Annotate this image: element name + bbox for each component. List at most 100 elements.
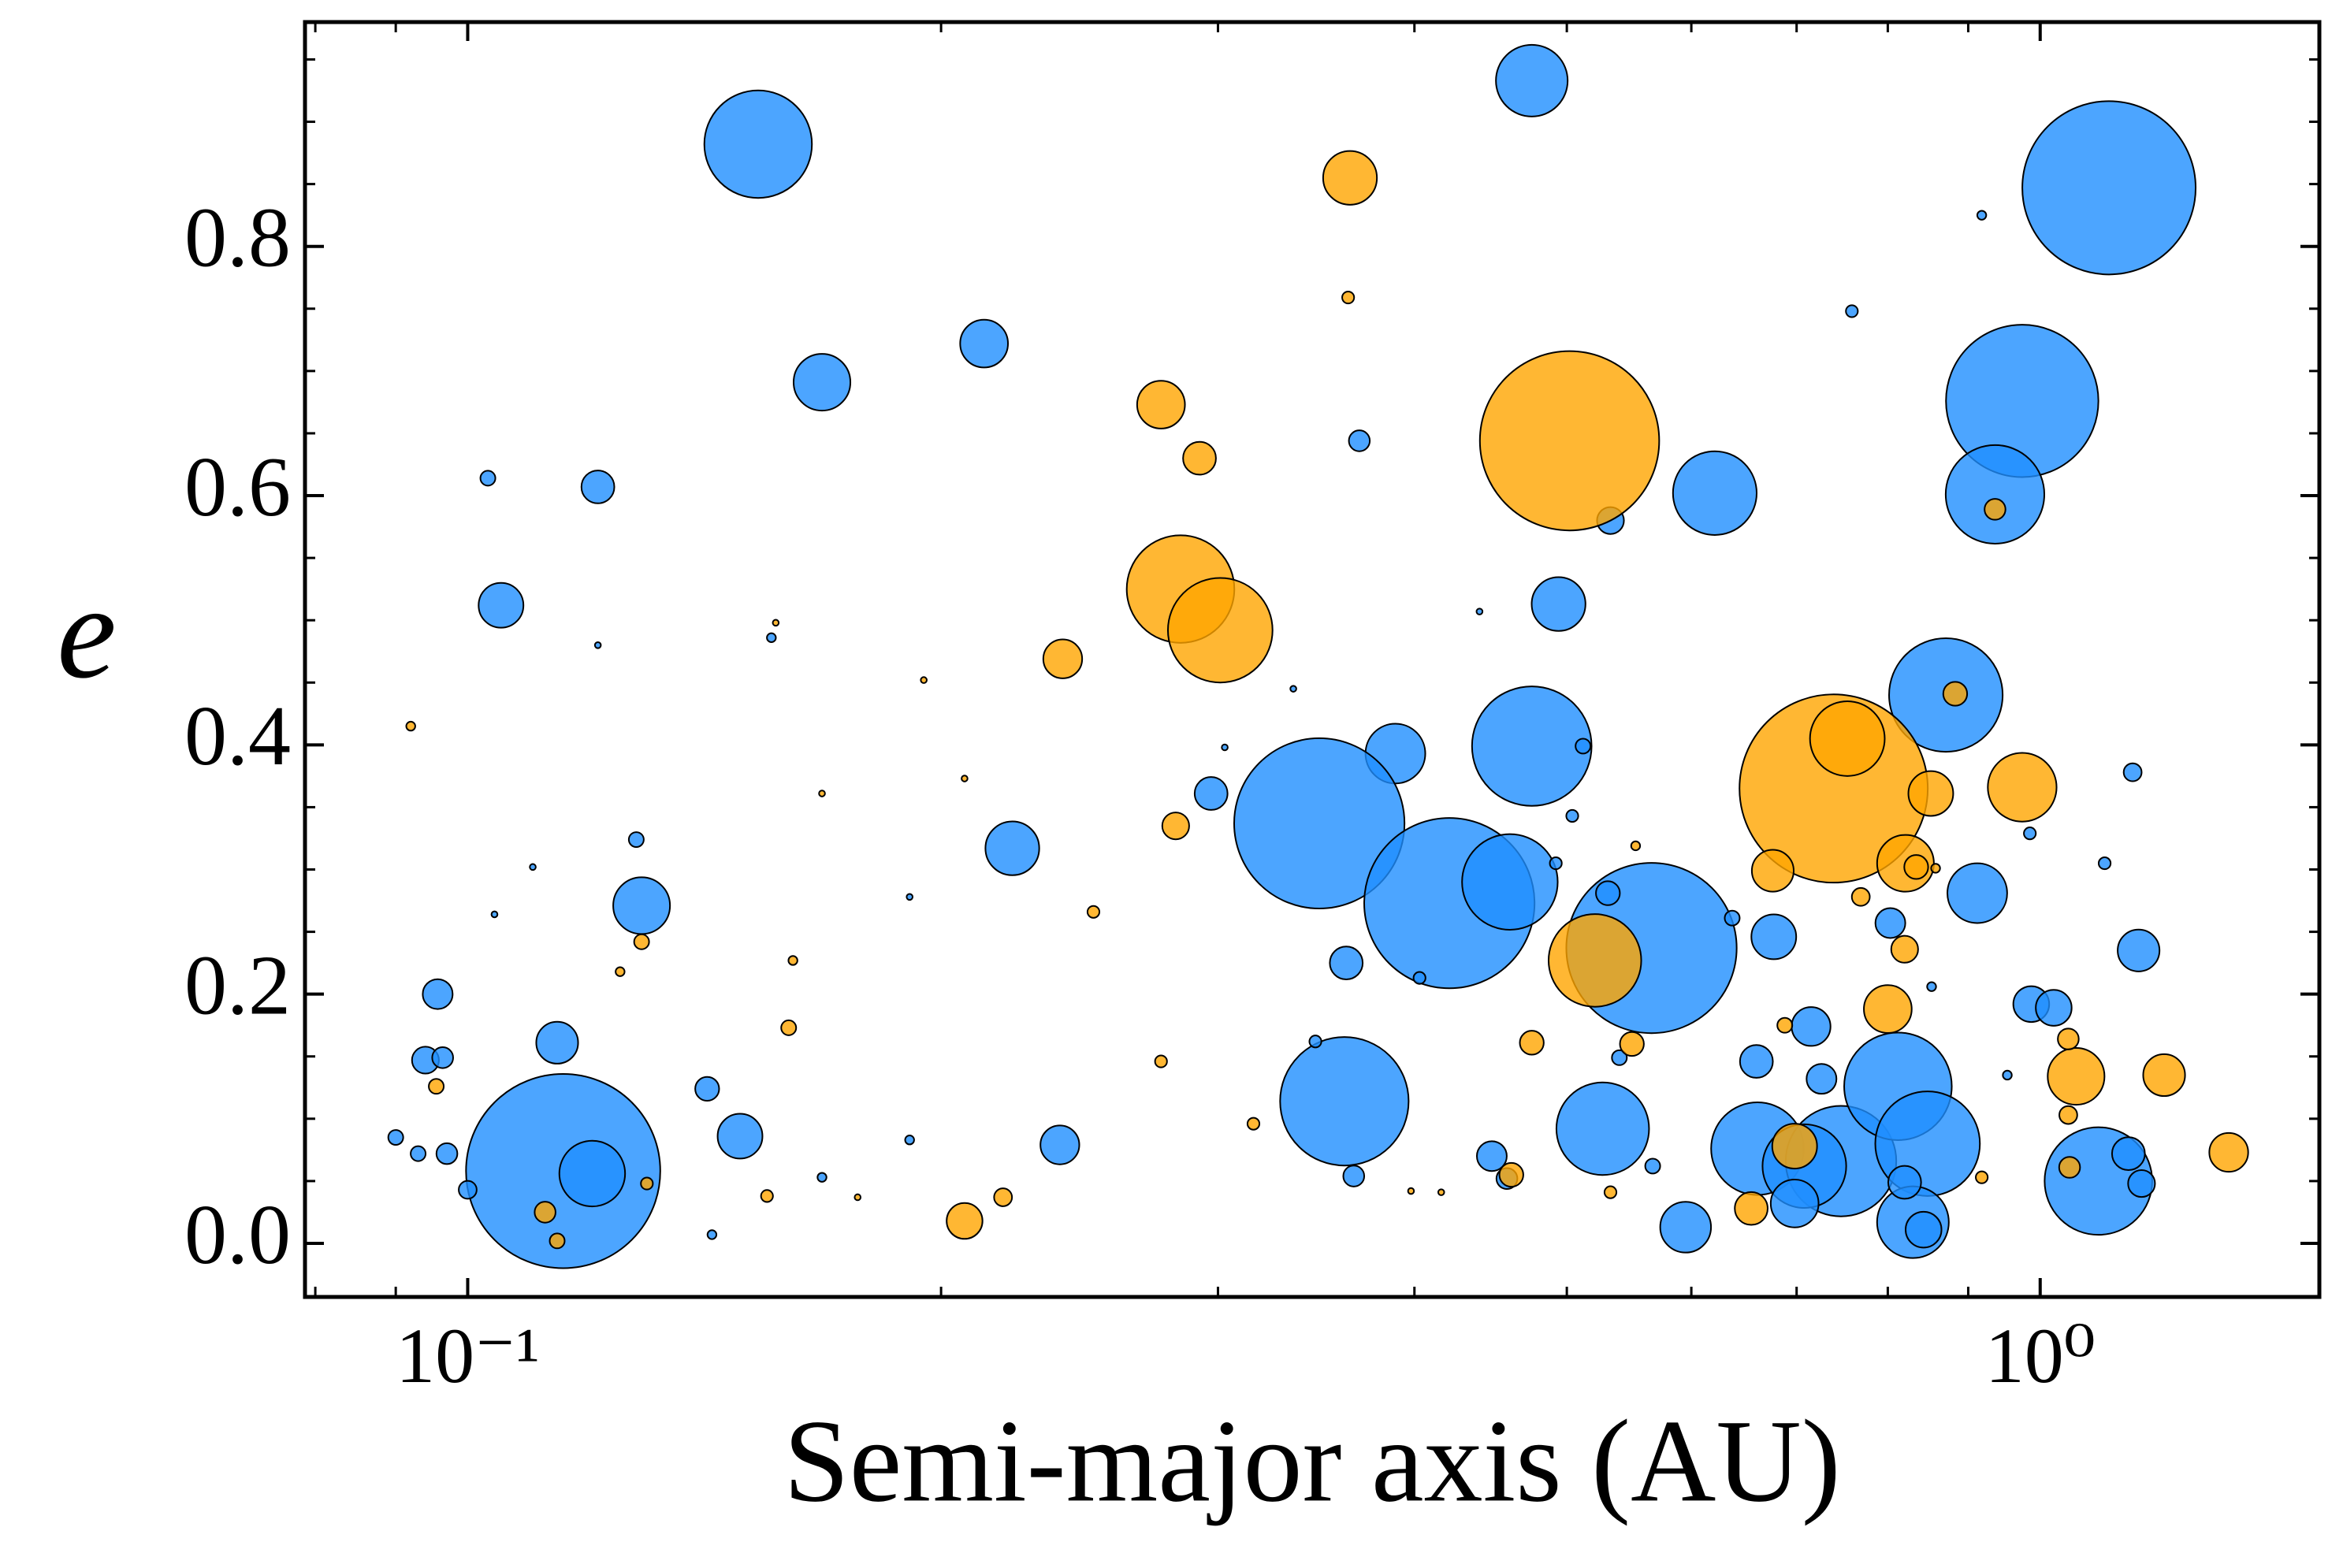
bubble: [1863, 984, 1913, 1034]
bubble: [435, 1142, 459, 1165]
bubble: [535, 1020, 579, 1065]
bubble: [1136, 380, 1186, 429]
bubble: [2142, 1053, 2186, 1098]
plot-frame: [303, 20, 2322, 1299]
bubble: [1530, 576, 1586, 632]
bubble: [1845, 304, 1859, 318]
bubble: [534, 1201, 556, 1224]
bubble: [1887, 1165, 1922, 1200]
bubble: [1478, 350, 1661, 532]
y-axis-label: e: [57, 558, 116, 706]
bubble: [1903, 854, 1929, 880]
bubble: [1341, 290, 1356, 305]
bubble: [716, 1113, 764, 1160]
bubble: [854, 1193, 862, 1202]
bubble: [1619, 1031, 1645, 1057]
bubble: [2208, 1131, 2249, 1173]
bubble: [1549, 856, 1563, 871]
y-tick-label: 0.0: [184, 1188, 291, 1282]
y-tick-label: 0.4: [184, 689, 291, 783]
bubble: [2035, 989, 2073, 1027]
bubble: [458, 1180, 478, 1200]
bubble: [1495, 43, 1569, 117]
bubble: [1246, 1117, 1261, 1131]
bubble: [1809, 700, 1886, 777]
bubble: [1734, 1191, 1768, 1226]
bubble: [1976, 210, 1988, 221]
bubble: [1984, 498, 2006, 521]
bubble: [428, 1078, 445, 1095]
bubble: [1475, 608, 1484, 615]
bubble: [2111, 1136, 2146, 1171]
bubble: [2122, 762, 2143, 782]
bubble: [787, 955, 798, 966]
bubble: [1471, 686, 1593, 807]
bubble: [1461, 833, 1559, 931]
x-tick-label: 10⁻¹: [396, 1312, 540, 1399]
bubble: [1322, 150, 1378, 206]
bubble: [1724, 909, 1741, 927]
bubble: [760, 1189, 774, 1203]
x-axis-label: Semi-major axis (AU): [783, 1395, 1840, 1526]
bubble: [2058, 1105, 2078, 1125]
bubble: [961, 775, 969, 782]
bubble: [2021, 100, 2197, 276]
bubble: [431, 1046, 454, 1069]
bubble: [1672, 450, 1758, 536]
bubble: [1166, 577, 1274, 684]
bubble: [1947, 862, 2008, 924]
bubble: [920, 676, 928, 684]
bubble: [1930, 863, 1941, 874]
bubble: [1750, 913, 1798, 960]
bubble: [1776, 1016, 1794, 1034]
bubble: [633, 933, 650, 950]
bubble: [1850, 886, 1871, 907]
bubble: [703, 89, 813, 199]
bubble: [1611, 1049, 1628, 1066]
bubble: [1039, 1124, 1080, 1165]
bubble: [2057, 1027, 2080, 1050]
bubble: [1907, 770, 1954, 817]
bubble: [2023, 827, 2037, 841]
bubble: [1874, 907, 1906, 939]
bubble: [1308, 1035, 1322, 1049]
bubble: [766, 632, 777, 644]
bubble: [1193, 776, 1229, 811]
bubble: [1498, 1161, 1524, 1188]
bubble: [1042, 638, 1084, 679]
bubble: [1086, 905, 1101, 919]
bubble: [1565, 808, 1579, 823]
y-tick-label: 0.2: [184, 938, 291, 1032]
bubble: [1659, 1201, 1713, 1254]
bubble: [904, 1135, 915, 1146]
bubble: [1233, 737, 1406, 910]
bubble: [1412, 971, 1426, 985]
bubble: [1555, 1081, 1650, 1176]
bubble: [529, 863, 537, 871]
bubble: [1771, 1123, 1818, 1170]
bubble: [1791, 1006, 1832, 1047]
bubble: [1926, 981, 1937, 992]
bubble: [1437, 1188, 1445, 1196]
bubble: [1161, 812, 1190, 841]
bubble: [818, 790, 826, 797]
bubble: [405, 720, 416, 732]
bubble: [1944, 444, 2046, 545]
bubble: [479, 470, 496, 487]
bubble: [694, 1076, 720, 1102]
bubble: [1769, 1179, 1820, 1228]
bubble: [640, 1176, 654, 1191]
bubble: [558, 1139, 627, 1208]
y-tick-label: 0.8: [184, 191, 291, 284]
bubble: [993, 1187, 1013, 1207]
bubble: [615, 966, 626, 977]
bubble: [410, 1145, 427, 1162]
bubble: [1329, 946, 1364, 980]
bubble: [1407, 1187, 1415, 1195]
bubble: [1942, 681, 1969, 707]
bubble: [946, 1202, 984, 1240]
bubble: [1154, 1054, 1168, 1068]
bubble: [1890, 934, 1919, 964]
bubble: [772, 619, 780, 627]
